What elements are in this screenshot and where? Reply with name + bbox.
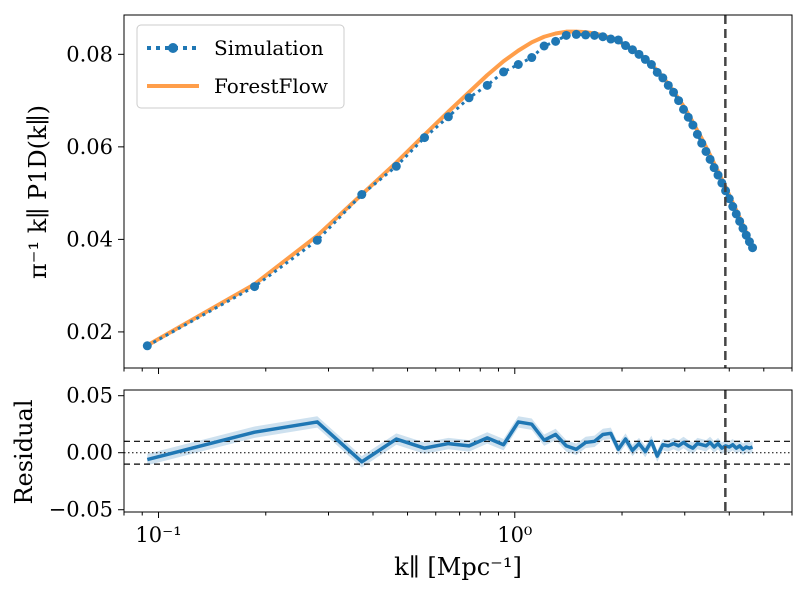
simulation-point — [482, 80, 492, 90]
legend-simulation-marker — [168, 43, 178, 53]
residual-panel: −0.05 0.00 0.05 10⁻¹ 10⁰ Residual k∥ [Mpc⁻¹… — [10, 384, 793, 581]
simulation-point — [634, 49, 644, 59]
legend-entry-simulation: Simulation — [147, 36, 324, 60]
simulation-point — [748, 243, 758, 253]
simulation-point — [513, 60, 523, 69]
simulation-point — [738, 223, 748, 233]
simulation-point — [606, 34, 616, 44]
main-panel: 0.02 0.04 0.06 0.08 Simulation ForestFlow π… — [24, 14, 793, 374]
simulation-point — [598, 32, 608, 42]
y-tick-label: 0.06 — [66, 135, 113, 159]
simulation-point — [621, 41, 631, 51]
residual-panel-frame — [123, 389, 793, 513]
legend-entry-forestflow: ForestFlow — [147, 74, 328, 98]
legend: Simulation ForestFlow — [136, 24, 345, 109]
simulation-point — [674, 96, 684, 106]
simulation-point — [731, 209, 741, 219]
simulation-point — [646, 60, 656, 69]
simulation-point — [663, 80, 673, 90]
simulation-point — [701, 146, 711, 156]
simulation-point — [539, 41, 549, 51]
simulation-point — [735, 216, 745, 226]
simulation-point — [709, 163, 719, 173]
main-y-axis-label: π⁻¹ k∥ P1D(k∥) — [24, 105, 52, 279]
simulation-point — [527, 53, 537, 63]
simulation-point — [627, 45, 637, 55]
simulation-point — [443, 112, 453, 122]
simulation-point — [688, 120, 698, 130]
x-axis-label: k∥ [Mpc⁻¹] — [394, 553, 522, 581]
y-tick-label: 0.08 — [66, 42, 113, 66]
simulation-point — [581, 30, 591, 40]
residual-y-axis-label: Residual — [10, 399, 38, 504]
simulation-point — [571, 29, 581, 39]
simulation-point — [724, 194, 734, 204]
main-panel-frame — [123, 14, 793, 369]
simulation-point — [683, 112, 693, 122]
simulation-point — [692, 129, 702, 139]
residual-y-tick-label: 0.00 — [66, 441, 113, 465]
simulation-point — [551, 36, 561, 46]
simulation-point — [561, 30, 571, 40]
simulation-point — [312, 235, 322, 245]
simulation-point — [705, 154, 715, 164]
simulation-point — [391, 161, 401, 171]
legend-simulation-label: Simulation — [214, 36, 324, 60]
simulation-point — [658, 73, 668, 83]
residual-y-tick-label: 0.05 — [66, 384, 113, 408]
simulation-point — [357, 190, 367, 200]
simulation-point — [640, 54, 650, 64]
simulation-point — [420, 133, 430, 143]
y-tick-label: 0.04 — [66, 227, 113, 251]
simulation-point — [142, 341, 152, 351]
y-tick-label: 0.02 — [66, 320, 113, 344]
simulation-point — [728, 202, 738, 212]
simulation-point — [464, 93, 474, 103]
simulation-point — [250, 282, 260, 292]
simulation-point — [697, 138, 707, 148]
simulation-point — [589, 30, 599, 40]
simulation-point — [669, 87, 679, 97]
simulation-point — [713, 170, 723, 180]
x-tick-label: 10⁰ — [497, 523, 532, 547]
legend-forestflow-label: ForestFlow — [214, 74, 328, 98]
residual-y-tick-label: −0.05 — [49, 498, 113, 522]
simulation-point — [613, 35, 623, 45]
x-tick-label: 10⁻¹ — [135, 523, 181, 547]
simulation-point — [679, 104, 689, 114]
simulation-point — [499, 67, 509, 77]
simulation-point — [652, 67, 662, 77]
